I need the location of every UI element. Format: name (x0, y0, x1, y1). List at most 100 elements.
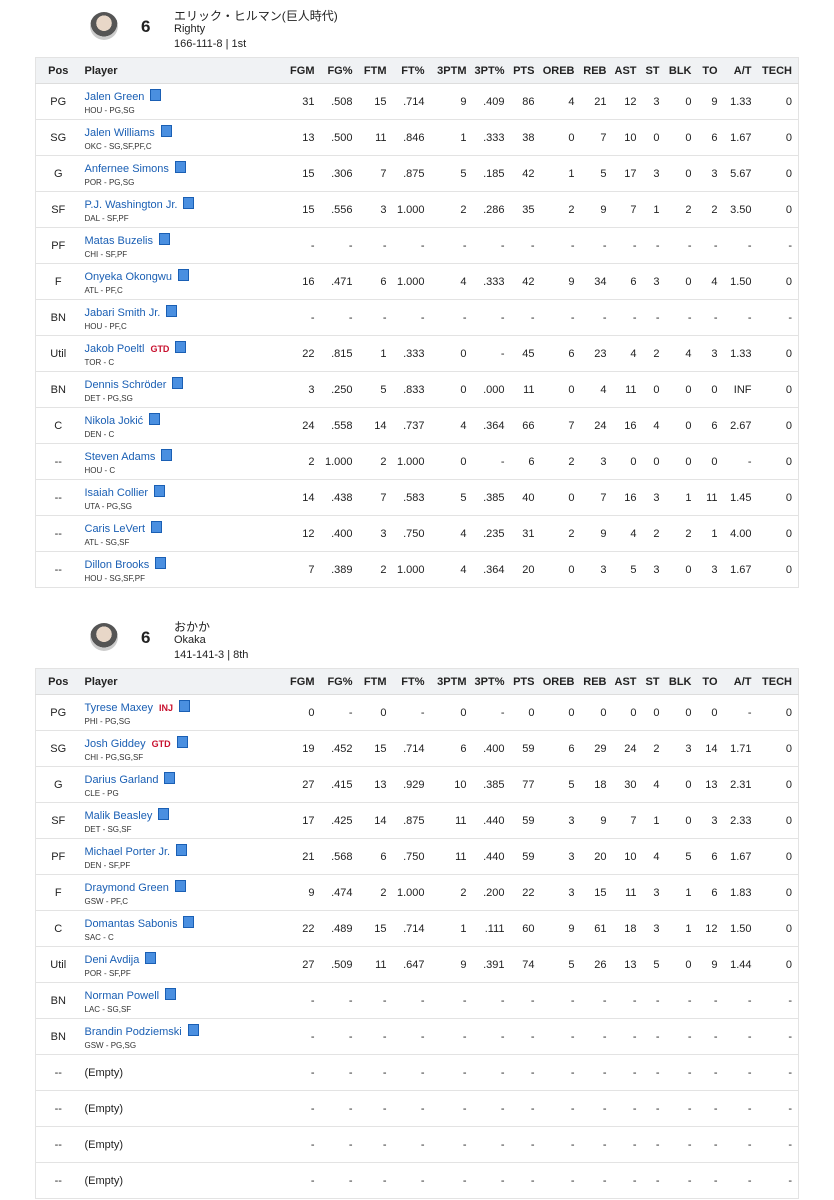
stat-cell: 24 (612, 730, 643, 767)
player-row: PG Jalen Green HOU - PG,SG 31.508 15.714 9.40… (35, 83, 799, 120)
player-name[interactable]: Onyeka Okongwu (84, 270, 172, 283)
note-icon[interactable] (172, 376, 184, 389)
stat-cell: 2.67 (723, 407, 758, 444)
note-icon[interactable] (160, 124, 172, 137)
player-name[interactable]: Darius Garland (84, 773, 159, 786)
stat-cell: 0 (665, 263, 698, 300)
player-name[interactable]: Draymond Green (84, 881, 169, 894)
player-name[interactable]: Brandin Podziemski (84, 1025, 182, 1038)
stat-cell: - (275, 1018, 321, 1055)
note-icon[interactable] (174, 879, 186, 892)
player-name[interactable]: Malik Beasley (84, 809, 153, 822)
stat-cell: 6 (358, 263, 393, 300)
note-icon[interactable] (165, 987, 177, 1000)
record: 166-111-8 | 1st (174, 38, 247, 50)
player-name[interactable]: Steven Adams (84, 450, 156, 463)
note-icon[interactable] (178, 699, 190, 712)
column-header: PTS (510, 57, 541, 84)
player-name[interactable]: Matas Buzelis (84, 234, 153, 247)
note-icon[interactable] (158, 232, 170, 245)
note-icon[interactable] (174, 160, 186, 173)
player-cell: Jalen Williams OKC - SG,SF,PF,C (80, 119, 276, 156)
note-icon[interactable] (175, 340, 187, 353)
player-info: HOU - PF,C (84, 321, 127, 331)
note-icon[interactable] (183, 915, 195, 928)
stat-cell: 4 (580, 371, 613, 408)
stat-cell: - (472, 1162, 511, 1199)
player-info: GSW - PF,C (84, 896, 129, 906)
player-name[interactable]: P.J. Washington Jr. (84, 198, 178, 211)
player-name[interactable]: Jalen Green (84, 90, 145, 103)
stat-cell: 0 (757, 119, 799, 156)
stat-cell: - (580, 299, 613, 336)
position: F (35, 874, 81, 911)
player-name[interactable]: Norman Powell (84, 989, 160, 1002)
player-name[interactable]: Tyrese Maxey (84, 701, 153, 714)
stat-cell: 1.000 (392, 874, 431, 911)
player-info: ATL - SG,SF (84, 537, 130, 547)
stat-cell: - (430, 1162, 473, 1199)
note-icon[interactable] (151, 520, 163, 533)
stat-cell: - (642, 1126, 666, 1163)
note-icon[interactable] (158, 807, 170, 820)
stat-cell: .111 (472, 910, 511, 947)
player-name[interactable]: Dennis Schröder (84, 378, 167, 391)
player-name[interactable]: Jalen Williams (84, 126, 155, 139)
stat-cell: - (358, 1018, 393, 1055)
stat-cell: 9 (275, 874, 321, 911)
stat-cell: - (642, 982, 666, 1019)
player-name[interactable]: Domantas Sabonis (84, 917, 178, 930)
note-icon[interactable] (150, 88, 162, 101)
player-name[interactable]: Jabari Smith Jr. (84, 306, 161, 319)
note-icon[interactable] (145, 951, 157, 964)
player-name[interactable]: Isaiah Collier (84, 486, 149, 499)
score: 6 (141, 17, 151, 36)
stat-cell: .474 (320, 874, 359, 911)
player-name[interactable]: Caris LeVert (84, 522, 146, 535)
player-name[interactable]: Dillon Brooks (84, 558, 150, 571)
note-icon[interactable] (177, 268, 189, 281)
note-icon[interactable] (183, 196, 195, 209)
note-icon[interactable] (154, 484, 166, 497)
stat-cell: 3 (665, 730, 698, 767)
player-name[interactable]: Anfernee Simons (84, 162, 169, 175)
player-name[interactable]: Jakob Poeltl (84, 342, 145, 355)
stat-cell: 2.31 (723, 766, 758, 803)
note-icon[interactable] (161, 448, 173, 461)
stat-cell: 6 (612, 263, 643, 300)
stat-cell: 1 (642, 802, 666, 839)
note-icon[interactable] (149, 412, 161, 425)
stat-cell: .489 (320, 910, 359, 947)
stat-cell: 0 (757, 766, 799, 803)
stat-cell: - (723, 1054, 758, 1091)
position: -- (35, 1054, 81, 1091)
stat-cell: 0 (430, 694, 473, 731)
score: 6 (141, 628, 151, 647)
stat-cell: 7 (358, 479, 393, 516)
note-icon[interactable] (187, 1023, 199, 1036)
note-icon[interactable] (164, 771, 176, 784)
stat-cell: - (472, 227, 511, 264)
player-name[interactable]: Michael Porter Jr. (84, 845, 171, 858)
stat-cell: 4 (430, 407, 473, 444)
player-name[interactable]: Nikola Jokić (84, 414, 144, 427)
stat-cell: - (275, 1162, 321, 1199)
player-name[interactable]: Deni Avdija (84, 953, 140, 966)
stat-cell: .185 (472, 155, 511, 192)
player-line: Deni Avdija (84, 951, 270, 966)
column-header: 3PTM (430, 57, 473, 84)
stat-cell: - (472, 299, 511, 336)
player-info: CHI - PG,SG,SF (84, 752, 144, 762)
note-icon[interactable] (176, 843, 188, 856)
stat-cell: .558 (320, 407, 359, 444)
note-icon[interactable] (155, 556, 167, 569)
stat-cell: - (697, 982, 724, 1019)
player-name[interactable]: Josh Giddey (84, 737, 146, 750)
note-icon[interactable] (176, 735, 188, 748)
stat-cell: - (392, 227, 431, 264)
player-row: BN Norman Powell LAC - SG,SF - - - - - - - - - - - - - -… (35, 982, 799, 1019)
stat-cell: 5.67 (723, 155, 758, 192)
stat-cell: - (510, 1162, 541, 1199)
note-icon[interactable] (166, 304, 178, 317)
stat-cell: 1.71 (723, 730, 758, 767)
